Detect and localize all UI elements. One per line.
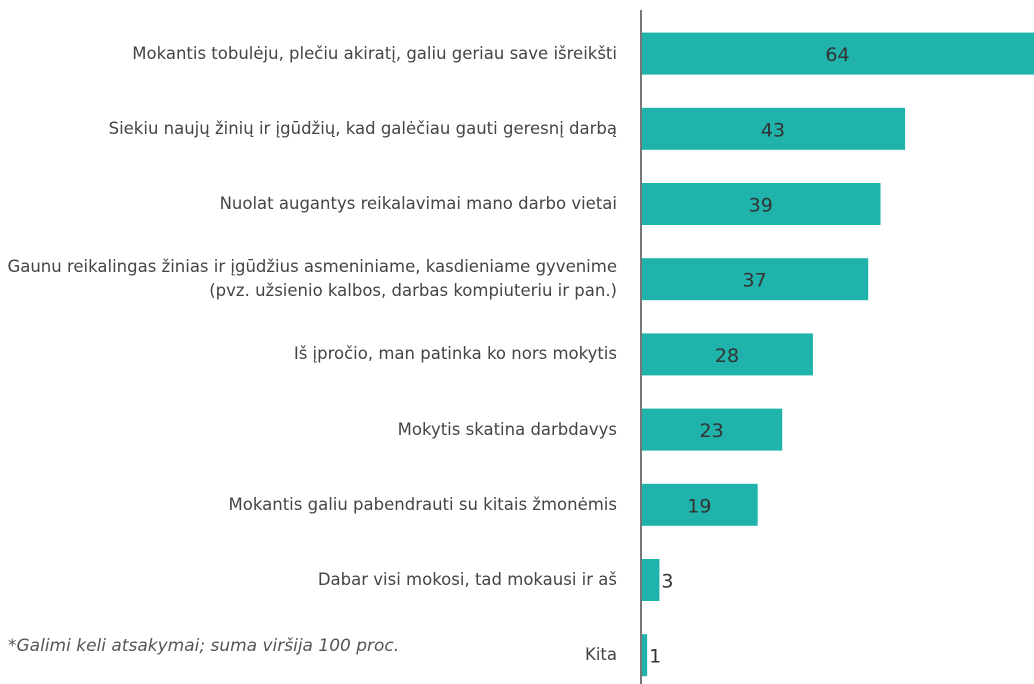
bar (641, 559, 660, 601)
bar (641, 183, 881, 225)
value-label: 64 (825, 44, 849, 66)
category-label: Mokantis galiu pabendrauti su kitais žmo… (228, 494, 617, 514)
value-label: 1 (649, 646, 661, 668)
value-label: 39 (749, 195, 773, 217)
bar (641, 32, 1034, 75)
category-label: Iš įpročio, man patinka ko nors mokytis (293, 344, 617, 364)
bar (641, 258, 869, 301)
bar (641, 483, 758, 526)
annotation: *Galimi keli atsakymai; suma viršija 100… (8, 636, 400, 656)
category-label: Mokytis skatina darbdavys (397, 419, 617, 439)
category-label: Mokantis tobulėju, plečiu akiratį, galiu… (132, 43, 617, 63)
value-label: 37 (743, 270, 767, 292)
value-label: 19 (687, 495, 711, 517)
category-label: Nuolat augantys reikalavimai mano darbo … (219, 194, 617, 213)
bar (641, 408, 783, 451)
category-label: Kita (585, 645, 617, 665)
value-label: 43 (761, 119, 785, 141)
value-label: 3 (661, 571, 673, 593)
category-label: Gaunu reikalingas žinias ir įgūdžius asm… (7, 257, 617, 301)
category-label: Siekiu naujų žinių ir įgūdžių, kad galėč… (108, 118, 617, 138)
value-label: 28 (715, 345, 739, 367)
value-label: 23 (700, 420, 724, 442)
bar (641, 107, 906, 150)
category-label: Dabar visi mokosi, tad mokausi ir aš (317, 570, 617, 589)
bar (641, 333, 813, 376)
bar (641, 634, 648, 677)
